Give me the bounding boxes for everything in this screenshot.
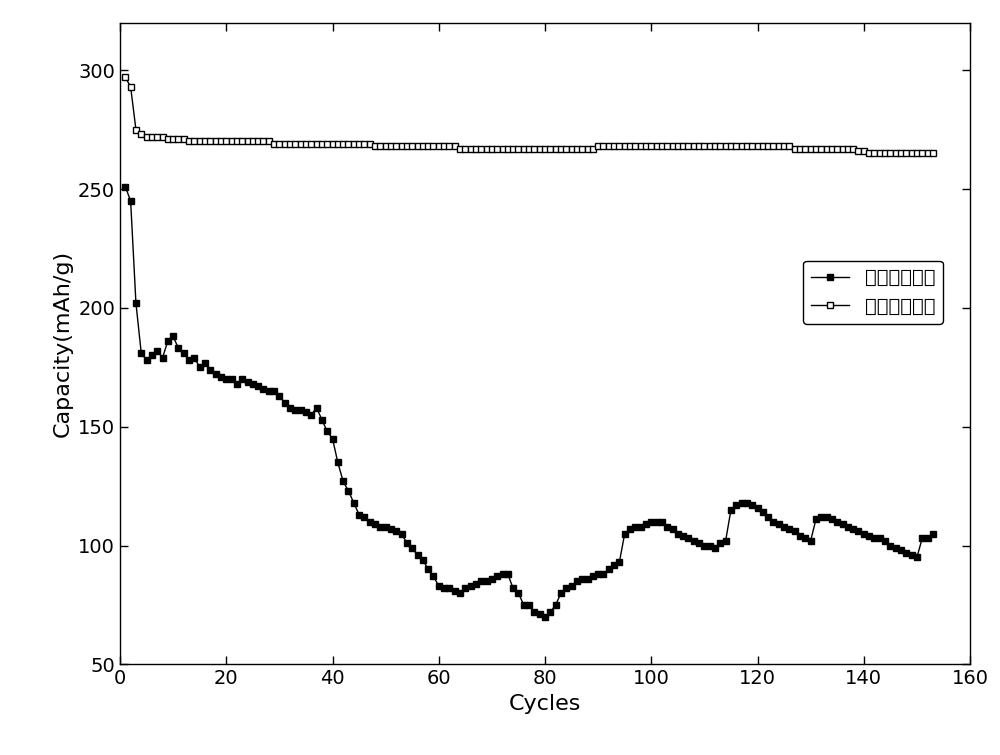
包覆后的硬碳 xyxy=(475,144,487,153)
未包覆的硬碳 xyxy=(226,374,238,384)
Y-axis label: Capacity(mAh/g): Capacity(mAh/g) xyxy=(52,250,72,437)
Line: 未包覆的硬碳: 未包覆的硬碳 xyxy=(123,184,936,620)
X-axis label: Cycles: Cycles xyxy=(509,694,581,713)
包覆后的硬碳 xyxy=(119,72,131,82)
包覆后的硬碳 xyxy=(863,149,875,158)
未包覆的硬碳 xyxy=(119,182,131,191)
未包覆的硬碳 xyxy=(927,529,939,538)
包覆后的硬碳 xyxy=(172,134,184,143)
包覆后的硬碳 xyxy=(688,142,700,151)
包覆后的硬碳 xyxy=(226,137,238,146)
Legend: 未包覆的硬碳, 包覆后的硬碳: 未包覆的硬碳, 包覆后的硬碳 xyxy=(803,260,943,324)
包覆后的硬碳 xyxy=(922,149,934,158)
Line: 包覆后的硬碳: 包覆后的硬碳 xyxy=(123,75,936,156)
未包覆的硬碳 xyxy=(794,532,806,541)
包覆后的硬碳 xyxy=(789,144,801,153)
包覆后的硬碳 xyxy=(927,149,939,158)
未包覆的硬碳 xyxy=(693,538,705,547)
未包覆的硬碳 xyxy=(922,534,934,543)
未包覆的硬碳 xyxy=(172,344,184,353)
未包覆的硬碳 xyxy=(475,577,487,586)
未包覆的硬碳 xyxy=(539,612,551,621)
